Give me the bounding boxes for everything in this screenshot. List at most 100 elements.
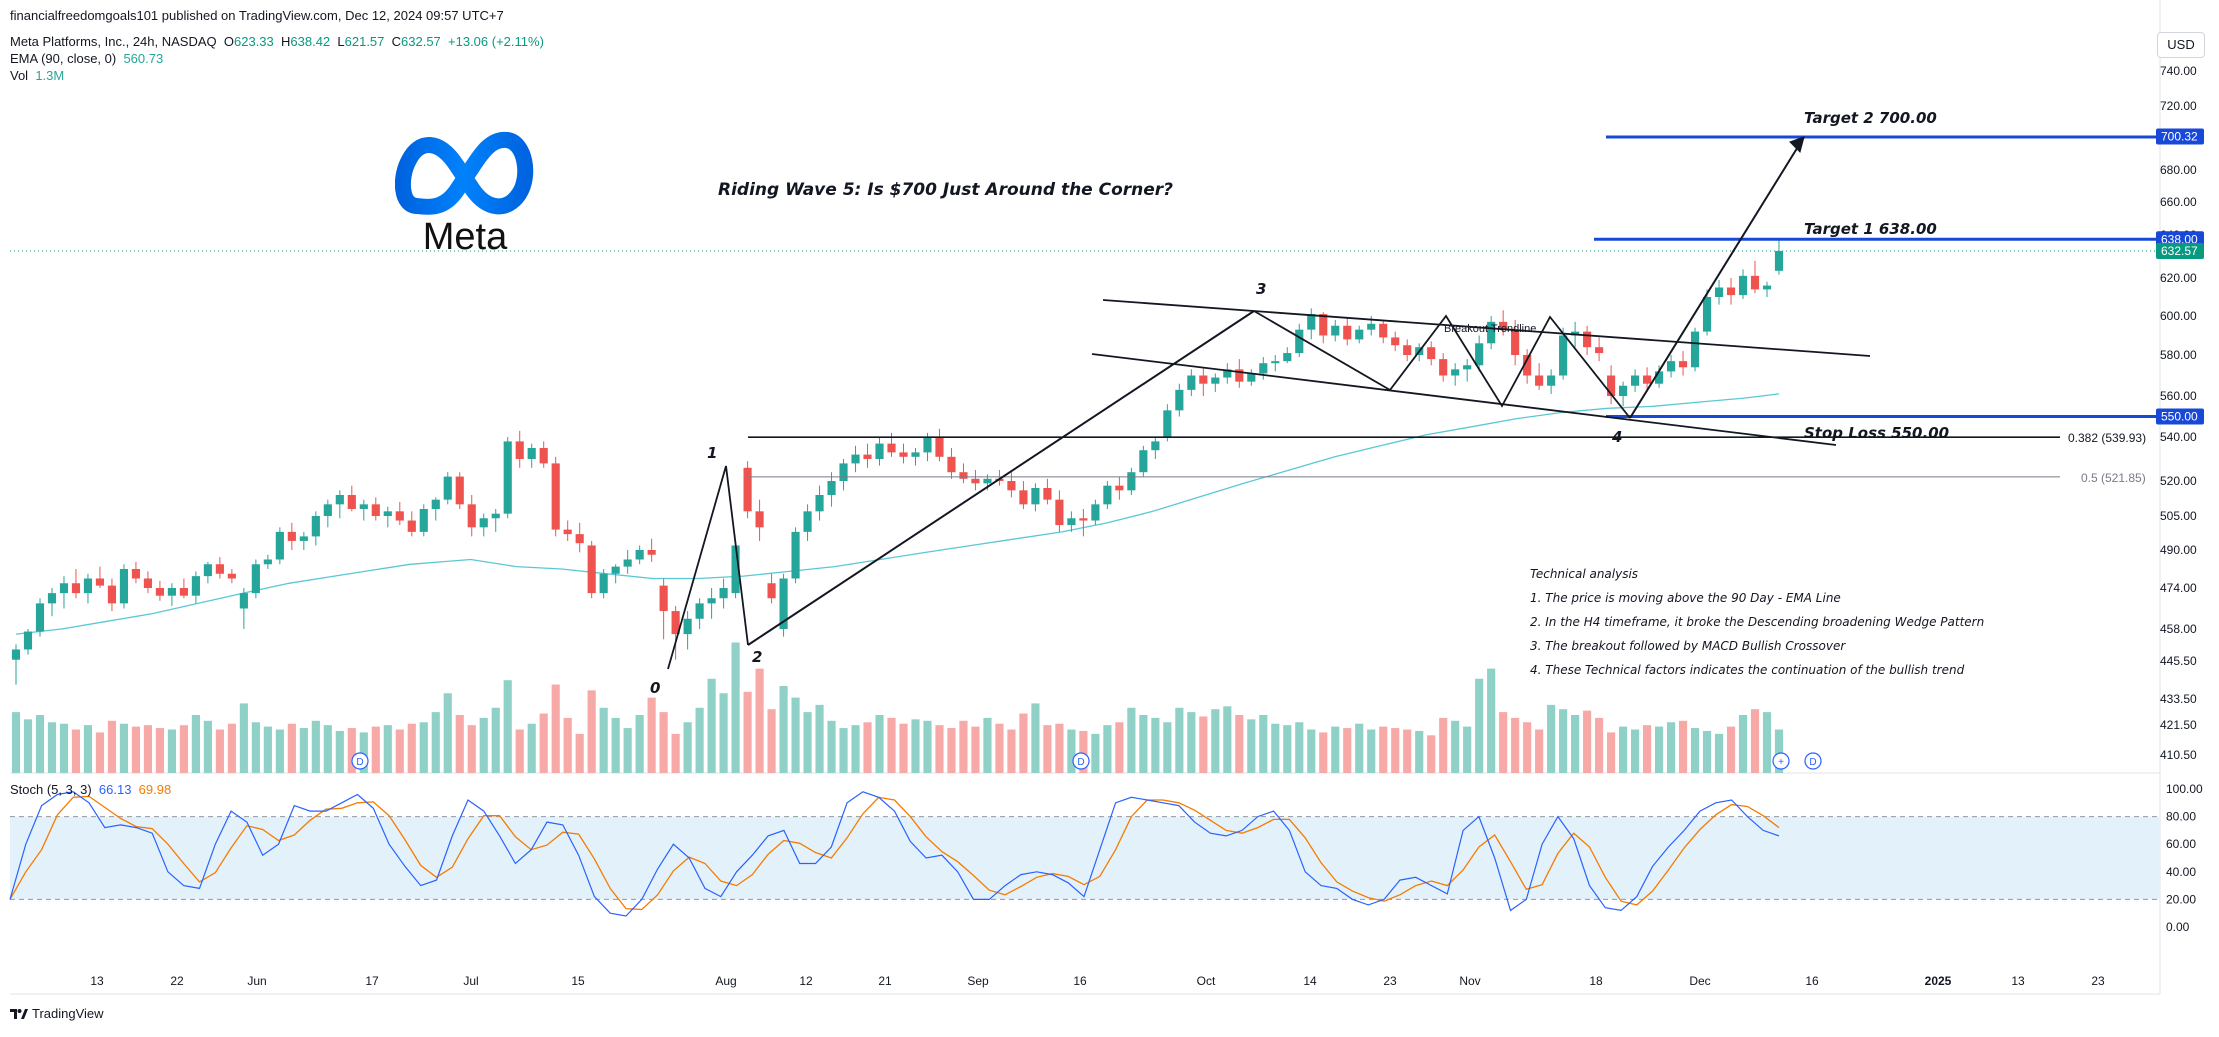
volume-bar: [1678, 720, 1688, 773]
volume-bar: [1439, 717, 1448, 773]
tradingview-brand[interactable]: TradingView: [10, 1006, 104, 1021]
candle-body: [1475, 343, 1484, 366]
time-axis-label: 17: [365, 974, 379, 988]
candle-body: [1762, 285, 1772, 290]
candle-body: [887, 443, 896, 453]
technical-analysis-note: Technical analysis 1. The price is movin…: [1530, 562, 1984, 682]
volume-bar: [311, 720, 320, 773]
candle-body: [467, 504, 476, 528]
event-marker-text: D: [1809, 757, 1816, 768]
time-axis-label: Jun: [247, 974, 266, 988]
volume-bar: [1487, 668, 1496, 773]
volume-bar: [1019, 713, 1028, 773]
volume-bar: [1774, 729, 1784, 773]
wave-2-3-line: [747, 310, 1255, 646]
volume-bar: [1355, 723, 1364, 773]
volume-label: Vol: [10, 68, 29, 83]
ema-legend[interactable]: EMA (90, close, 0) 560.73: [10, 51, 163, 66]
volume-bar: [83, 725, 93, 773]
volume-bar: [803, 712, 812, 773]
volume-bar: [623, 728, 632, 773]
target2-label: Target 2 700.00: [1804, 109, 1937, 127]
volume-bar: [731, 642, 740, 773]
currency-button[interactable]: USD: [2157, 32, 2205, 58]
volume-bar: [155, 728, 164, 773]
volume-bar: [1199, 716, 1208, 773]
volume-bar: [851, 725, 860, 773]
ta-point: 4. These Technical factors indicates the…: [1530, 663, 1965, 677]
candle-body: [491, 513, 500, 519]
volume-bar: [1115, 722, 1124, 773]
volume-bar: [1031, 703, 1040, 773]
candle-body: [1642, 375, 1652, 384]
candle-body: [935, 437, 944, 457]
time-axis-label: 14: [1303, 974, 1317, 988]
volume-bar: [551, 684, 560, 773]
ta-point: 2. In the H4 timeframe, it broke the Des…: [1530, 615, 1985, 629]
candle-body: [107, 585, 117, 604]
candle-body: [203, 564, 212, 577]
volume-bar: [1391, 728, 1400, 773]
candle-body: [239, 593, 248, 609]
price-axis-label: 560.00: [2160, 389, 2197, 403]
chart-title-annotation: Riding Wave 5: Is $700 Just Around the C…: [718, 180, 1173, 200]
time-axis-label: Oct: [1197, 974, 1216, 988]
volume-bar: [947, 728, 956, 773]
volume-bar: [23, 719, 33, 773]
volume-bar: [1475, 678, 1484, 773]
stoch-legend[interactable]: Stoch (5, 3, 3) 66.13 69.98: [10, 782, 171, 797]
dividend-marker-icon: [1072, 752, 1090, 770]
wave-1-label: 1: [707, 444, 717, 462]
volume-bar: [539, 713, 548, 773]
volume-legend[interactable]: Vol 1.3M: [10, 68, 64, 83]
candle-body: [35, 603, 45, 632]
stoch-k-line: [9, 791, 1780, 917]
candle-body: [1666, 361, 1676, 372]
candle-body: [1343, 325, 1352, 340]
candle-body: [947, 456, 956, 473]
candle-body: [707, 598, 716, 604]
volume-bar: [1714, 733, 1724, 773]
stoch-axis-label: 100.00: [2166, 782, 2203, 796]
price-badge: [2156, 128, 2204, 145]
candle-body: [347, 495, 356, 509]
candle-body: [1043, 488, 1052, 500]
wave-0-1-2-line: [667, 465, 749, 670]
candle-body: [1103, 485, 1112, 505]
candle-body: [1714, 287, 1724, 297]
stoch-d-value: 69.98: [138, 782, 172, 797]
candle-body: [179, 588, 188, 596]
time-axis-label: 23: [1383, 974, 1397, 988]
candle-body: [323, 504, 332, 516]
candle-body: [23, 631, 33, 650]
time-axis-label: 23: [2091, 974, 2105, 988]
volume-bar: [563, 717, 572, 773]
stoch-k-value: 66.13: [98, 782, 132, 797]
candle-body: [1439, 359, 1448, 376]
time-axis-label: 18: [1589, 974, 1603, 988]
volume-bar: [1295, 722, 1304, 773]
volume-bar: [719, 693, 728, 773]
time-axis-label: 22: [170, 974, 184, 988]
candle-body: [1055, 499, 1064, 526]
volume-bar: [1175, 707, 1184, 773]
ema-value: 560.73: [123, 51, 164, 66]
volume-bar: [1235, 715, 1244, 773]
candle-body: [1355, 329, 1364, 340]
volume-bar: [887, 717, 896, 773]
volume-bar: [1103, 725, 1112, 773]
candle-body: [1175, 389, 1184, 411]
volume-bar: [839, 728, 848, 773]
volume-bar: [1259, 715, 1268, 773]
candle-body: [1619, 385, 1628, 396]
candle-body: [1391, 337, 1400, 346]
candle-body: [791, 531, 800, 579]
volume-bar: [347, 728, 356, 773]
candle-body: [311, 516, 320, 537]
candle-body: [1571, 331, 1580, 336]
candle-body: [599, 573, 608, 594]
volume-bar: [911, 719, 920, 773]
event-marker-text: D: [356, 757, 363, 768]
